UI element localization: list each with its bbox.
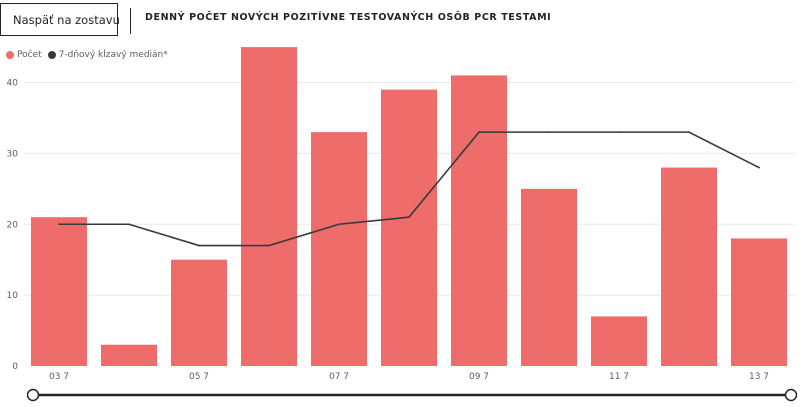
x-tick-label: 11 7 <box>609 372 629 382</box>
median-point <box>338 223 340 226</box>
x-tick-label: 09 7 <box>469 372 489 382</box>
slider-start-handle[interactable] <box>27 388 40 402</box>
chart-legend: Počet 7-dňový kĺzavý medián* <box>6 50 174 60</box>
bar[interactable] <box>661 167 717 366</box>
legend-swatch-median <box>47 51 56 59</box>
chart-title: DENNÝ POČET NOVÝCH POZITÍVNE TESTOVANÝCH… <box>145 12 552 23</box>
bar[interactable] <box>591 316 647 366</box>
bar[interactable] <box>31 217 87 366</box>
bar[interactable] <box>521 188 577 366</box>
x-tick-label: 07 7 <box>329 372 349 382</box>
bar[interactable] <box>101 344 157 366</box>
bar[interactable] <box>311 132 367 366</box>
median-point <box>268 244 270 247</box>
x-tick-label: 13 7 <box>749 372 769 382</box>
median-point <box>688 131 690 134</box>
median-point <box>618 131 620 134</box>
median-point <box>128 223 130 226</box>
bar[interactable] <box>731 238 787 366</box>
bar[interactable] <box>241 47 297 367</box>
date-range-slider[interactable] <box>27 386 797 404</box>
slider-end-handle[interactable] <box>784 388 797 402</box>
median-point <box>198 244 200 247</box>
bar[interactable] <box>171 259 227 366</box>
median-point <box>478 131 480 134</box>
median-point <box>408 216 410 219</box>
back-to-report-button[interactable]: Naspäť na zostavu <box>0 3 120 36</box>
x-tick-label: 05 7 <box>189 372 209 382</box>
legend-item-median[interactable]: 7-dňový kĺzavý medián* <box>47 50 168 60</box>
y-tick-label: 10 <box>7 291 19 301</box>
bar[interactable] <box>381 89 437 366</box>
legend-item-count[interactable]: Počet <box>6 50 42 60</box>
y-tick-label: 30 <box>7 149 19 159</box>
x-tick-label: 03 7 <box>49 372 69 382</box>
legend-label-count: Počet <box>17 50 42 60</box>
median-point <box>758 166 760 169</box>
median-point <box>548 131 550 134</box>
back-button-label: Naspäť na zostavu <box>13 12 120 27</box>
y-tick-label: 0 <box>12 362 18 372</box>
y-tick-label: 40 <box>7 79 19 89</box>
header-divider <box>130 8 131 34</box>
legend-swatch-count <box>6 51 14 59</box>
y-tick-label: 20 <box>7 220 19 230</box>
median-point <box>58 223 60 226</box>
legend-label-median: 7-dňový kĺzavý medián* <box>58 50 168 60</box>
bar[interactable] <box>451 75 507 366</box>
